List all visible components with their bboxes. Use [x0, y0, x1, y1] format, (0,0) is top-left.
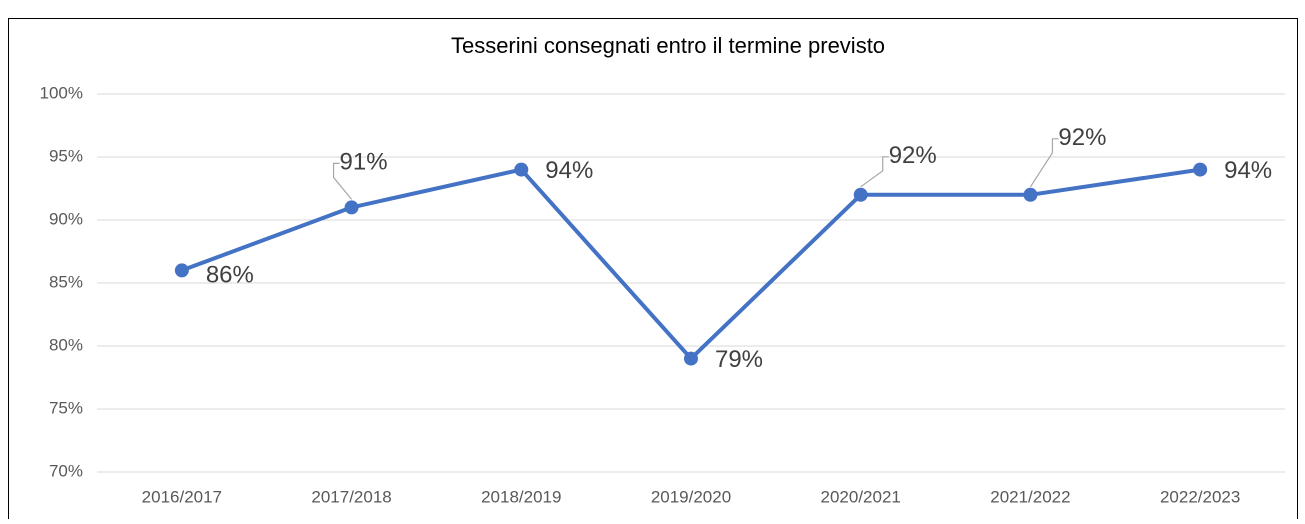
chart-border: [8, 18, 1298, 524]
data-point: [174, 263, 189, 278]
y-tick-label: 70%: [49, 461, 83, 480]
data-label: 86%: [206, 262, 254, 289]
y-tick-label: 75%: [49, 398, 83, 417]
data-label: 79%: [715, 346, 763, 373]
y-tick-label: 85%: [49, 272, 83, 291]
x-tick-label: 2021/2022: [990, 487, 1070, 506]
chart-title: Tesserini consegnati entro il termine pr…: [451, 33, 885, 58]
data-point: [1193, 162, 1208, 177]
x-tick-label: 2016/2017: [142, 487, 222, 506]
data-point: [853, 187, 868, 202]
data-label: 92%: [1058, 124, 1106, 151]
y-tick-label: 100%: [40, 83, 83, 102]
data-point: [684, 351, 698, 366]
data-label: 92%: [889, 142, 937, 169]
x-tick-label: 2022/2023: [1160, 487, 1240, 506]
y-tick-label: 80%: [49, 335, 83, 354]
data-point: [1023, 187, 1038, 202]
y-tick-label: 95%: [49, 146, 83, 165]
leader-line: [860, 156, 889, 188]
data-label: 91%: [340, 149, 388, 176]
y-tick-label: 90%: [49, 209, 83, 228]
leader-line: [1029, 138, 1059, 188]
x-tick-label: 2017/2018: [311, 487, 391, 506]
data-point: [514, 162, 529, 177]
x-tick-label: 2018/2019: [481, 487, 561, 506]
data-label: 94%: [545, 157, 593, 184]
data-label: 94%: [1224, 157, 1272, 184]
leader-line: [332, 162, 353, 200]
data-point: [344, 200, 359, 215]
x-tick-label: 2020/2021: [821, 487, 901, 506]
x-tick-label: 2019/2020: [651, 487, 731, 506]
